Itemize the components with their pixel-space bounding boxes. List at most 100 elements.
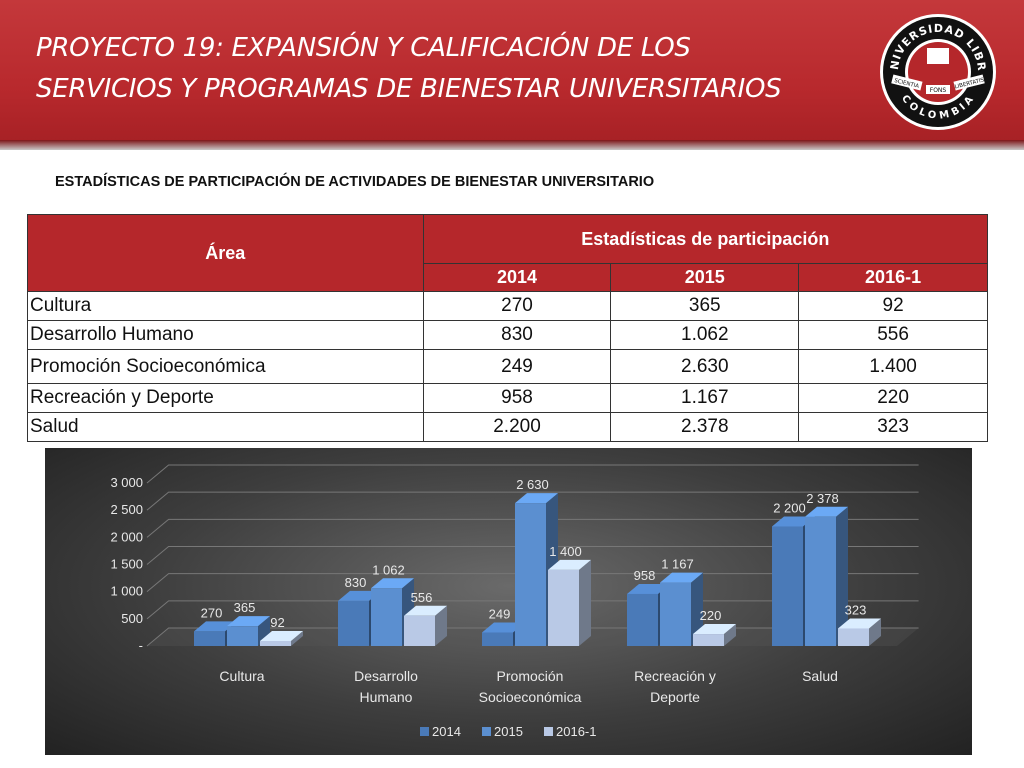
data-label: 958	[634, 568, 656, 583]
value-cell: 249	[422, 349, 612, 384]
bar-2015-top	[805, 506, 848, 517]
bar-2015-side	[836, 506, 848, 646]
y-tick-label: 500	[121, 611, 143, 626]
x-tick-label: Desarrollo	[354, 668, 418, 684]
value-cell: 365	[610, 291, 800, 321]
bar-2016-1-side	[869, 618, 881, 646]
legend-swatch	[420, 727, 429, 736]
table-row: Recreación y Deporte 958 1.167 220	[27, 383, 988, 413]
bar-2016-1-top	[548, 559, 591, 570]
bar-2016-1-top	[693, 624, 736, 635]
legend-label: 2016-1	[556, 724, 596, 739]
value-cell: 323	[798, 412, 988, 442]
bar-2014-top	[482, 622, 525, 633]
bar-2016-1	[404, 615, 435, 646]
x-tick-label: Humano	[360, 689, 413, 705]
bar-2014-top	[338, 590, 381, 601]
banner-divider	[0, 140, 1024, 150]
bar-2016-1-top	[838, 618, 881, 629]
table-row: Salud 2.200 2.378 323	[27, 412, 988, 442]
legend-label: 2014	[432, 724, 461, 739]
data-label: 1 167	[661, 557, 694, 572]
table-row: Desarrollo Humano 830 1.062 556	[27, 320, 988, 350]
participation-bar-chart: - 500 1 000 1 500 2 000 2 500 3 000 270 830 249 95…	[110, 464, 919, 739]
title-line-2: SERVICIOS Y PROGRAMAS DE BIENESTAR UNIVE…	[36, 74, 782, 104]
y-tick-label: 2 000	[110, 529, 143, 544]
legend-swatch	[544, 727, 553, 736]
bar-2016-1	[693, 634, 724, 646]
bar-2016-1-top	[260, 631, 303, 642]
data-label: 1 062	[372, 562, 405, 577]
bar-2015-side	[258, 616, 270, 646]
bar-2015	[805, 516, 836, 646]
area-cell: Recreación y Deporte	[27, 383, 424, 413]
bar-2015	[515, 503, 546, 646]
data-label: 249	[489, 606, 511, 621]
value-cell: 270	[422, 291, 612, 321]
bar-2015	[227, 626, 258, 646]
area-cell: Cultura	[27, 291, 424, 321]
x-tick-label: Salud	[802, 668, 838, 684]
y-tick-label: -	[139, 638, 143, 653]
data-label: 2 200	[773, 500, 806, 515]
data-label: 2 378	[806, 491, 839, 506]
logo-ribbon-left: SCIENTIA	[894, 78, 920, 90]
book-icon	[927, 48, 949, 64]
x-tick-label: Socioeconómica	[479, 689, 582, 705]
title-line-1: PROYECTO 19: EXPANSIÓN Y CALIFICACIÓN DE…	[36, 33, 691, 63]
bar-2016-1-side	[579, 559, 591, 646]
bar-2015-top	[371, 578, 414, 589]
value-cell: 556	[798, 320, 988, 350]
data-label: 2 630	[516, 477, 549, 492]
bar-2014	[194, 631, 225, 646]
bar-2014-top	[194, 621, 237, 632]
data-label: 556	[411, 590, 433, 605]
x-tick-label: Cultura	[219, 668, 264, 684]
bar-2014-top	[627, 583, 670, 594]
bar-2016-1	[548, 569, 579, 646]
y-tick-label: 1 500	[110, 557, 143, 572]
value-cell: 2.378	[610, 412, 800, 442]
data-label: 270	[201, 605, 223, 620]
gridline	[146, 546, 919, 565]
y-tick-label: 3 000	[110, 475, 143, 490]
area-header: Área	[27, 214, 424, 292]
bar-2015	[371, 588, 402, 646]
data-label: 323	[845, 602, 867, 617]
bar-2015	[660, 582, 691, 646]
page-title: PROYECTO 19: EXPANSIÓN Y CALIFICACIÓN DE…	[36, 28, 856, 110]
gridline	[146, 518, 919, 538]
bar-2015-side	[691, 572, 703, 646]
bar-2014	[772, 526, 803, 646]
data-label: 220	[700, 608, 722, 623]
data-label: 830	[345, 575, 367, 590]
bar-2014	[338, 600, 369, 646]
university-logo: UNIVERSIDAD LIBRE COLOMBIA SCIENTIA FONS…	[878, 12, 996, 130]
area-cell: Promoción Socioeconómica	[27, 349, 424, 384]
participation-header: Estadísticas de participación	[422, 214, 989, 264]
bar-2014-top	[772, 516, 815, 527]
bar-2016-1-side	[435, 605, 447, 646]
bar-2016-1-top	[404, 605, 447, 616]
year-header-2014: 2014	[422, 263, 612, 292]
y-tick-label: 1 000	[110, 584, 143, 599]
logo-ribbon-center: FONS	[930, 87, 947, 94]
bar-2015-top	[515, 493, 558, 504]
value-cell: 220	[798, 383, 988, 413]
value-cell: 92	[798, 291, 988, 321]
bar-2015-top	[660, 572, 703, 583]
section-subtitle: ESTADÍSTICAS DE PARTICIPACIÓN DE ACTIVID…	[55, 174, 655, 190]
bar-2015-top	[227, 616, 270, 627]
y-tick-label: 2 500	[110, 502, 143, 517]
table-row: Cultura 270 365 92	[27, 291, 988, 321]
x-tick-label: Deporte	[650, 689, 700, 705]
legend-swatch	[482, 727, 491, 736]
area-cell: Salud	[27, 412, 424, 442]
data-label: 1 400	[549, 544, 582, 559]
statistics-table: Área Estadísticas de participación 2014 …	[27, 214, 989, 442]
value-cell: 2.200	[422, 412, 612, 442]
value-cell: 2.630	[610, 349, 800, 384]
value-cell: 1.167	[610, 383, 800, 413]
legend-label: 2015	[494, 724, 523, 739]
gridline	[146, 464, 919, 484]
